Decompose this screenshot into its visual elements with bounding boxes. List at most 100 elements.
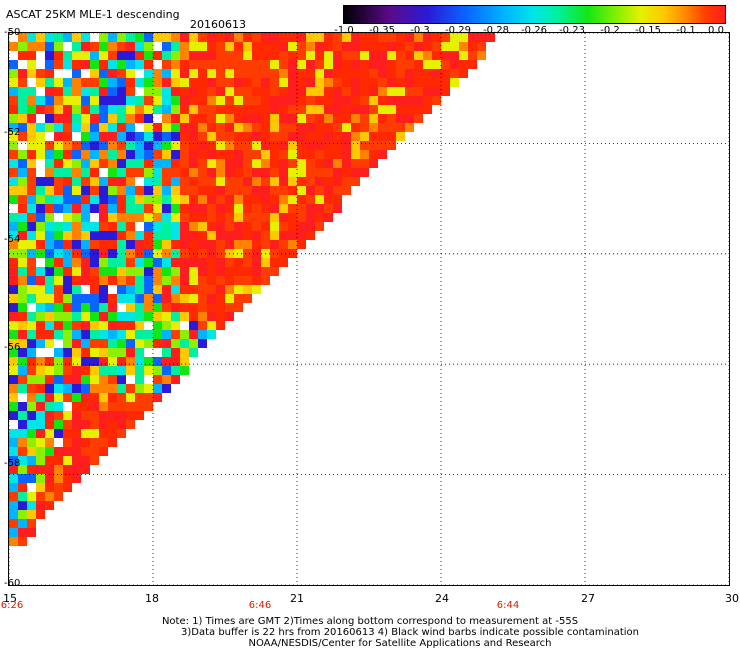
heatmap-cell bbox=[261, 78, 270, 87]
heatmap-cell bbox=[153, 393, 162, 402]
heatmap-cell bbox=[297, 132, 306, 141]
heatmap-cell bbox=[99, 303, 108, 312]
heatmap-cell bbox=[468, 42, 477, 51]
heatmap-cell bbox=[54, 402, 63, 411]
heatmap-cell bbox=[126, 339, 135, 348]
heatmap-cell bbox=[342, 132, 351, 141]
heatmap-cell bbox=[9, 294, 18, 303]
heatmap-cell bbox=[216, 78, 225, 87]
heatmap-cell bbox=[432, 78, 441, 87]
scale-label: -0.26 bbox=[521, 25, 547, 36]
heatmap-cell bbox=[135, 132, 144, 141]
heatmap-cell bbox=[18, 132, 27, 141]
heatmap-cell bbox=[360, 105, 369, 114]
heatmap-cell bbox=[126, 258, 135, 267]
heatmap-cell bbox=[252, 231, 261, 240]
heatmap-cell bbox=[225, 150, 234, 159]
heatmap-cell bbox=[144, 177, 153, 186]
heatmap-cell bbox=[153, 51, 162, 60]
heatmap-cell bbox=[63, 231, 72, 240]
heatmap-cell bbox=[216, 150, 225, 159]
heatmap-cell bbox=[324, 78, 333, 87]
heatmap-cell bbox=[90, 177, 99, 186]
heatmap-cell bbox=[162, 69, 171, 78]
heatmap-cell bbox=[216, 96, 225, 105]
heatmap-cell bbox=[468, 51, 477, 60]
heatmap-cell bbox=[18, 150, 27, 159]
heatmap-cell bbox=[279, 159, 288, 168]
heatmap-cell bbox=[162, 141, 171, 150]
heatmap-cell bbox=[108, 366, 117, 375]
heatmap-cell bbox=[243, 213, 252, 222]
heatmap-cell bbox=[171, 186, 180, 195]
heatmap-cell bbox=[432, 42, 441, 51]
heatmap-cell bbox=[198, 96, 207, 105]
heatmap-cell bbox=[18, 249, 27, 258]
heatmap-cell bbox=[18, 501, 27, 510]
heatmap-cell bbox=[72, 141, 81, 150]
heatmap-cell bbox=[189, 132, 198, 141]
heatmap-cell bbox=[288, 249, 297, 258]
map-date: 20160613 bbox=[190, 18, 246, 31]
heatmap-cell bbox=[117, 33, 126, 42]
heatmap-cell bbox=[252, 51, 261, 60]
heatmap-cell bbox=[180, 213, 189, 222]
heatmap-cell bbox=[81, 357, 90, 366]
heatmap-cell bbox=[378, 132, 387, 141]
heatmap-cell bbox=[126, 375, 135, 384]
heatmap-cell bbox=[27, 393, 36, 402]
heatmap-cell bbox=[405, 60, 414, 69]
heatmap-cell bbox=[189, 105, 198, 114]
heatmap-cell bbox=[72, 267, 81, 276]
heatmap-cell bbox=[198, 132, 207, 141]
heatmap-cell bbox=[135, 87, 144, 96]
heatmap-cell bbox=[36, 141, 45, 150]
heatmap-cell bbox=[315, 60, 324, 69]
heatmap-cell bbox=[297, 240, 306, 249]
heatmap-cell bbox=[63, 87, 72, 96]
heatmap-cell bbox=[126, 141, 135, 150]
heatmap-cell bbox=[171, 258, 180, 267]
heatmap-cell bbox=[18, 69, 27, 78]
heatmap-cell bbox=[387, 51, 396, 60]
heatmap-cell bbox=[198, 33, 207, 42]
heatmap-cell bbox=[180, 159, 189, 168]
heatmap-cell bbox=[117, 240, 126, 249]
heatmap-cell bbox=[351, 78, 360, 87]
heatmap-cell bbox=[261, 132, 270, 141]
heatmap-cell bbox=[144, 123, 153, 132]
heatmap-cell bbox=[189, 285, 198, 294]
heatmap-cell bbox=[45, 339, 54, 348]
heatmap-cell bbox=[153, 33, 162, 42]
heatmap-cell bbox=[81, 222, 90, 231]
heatmap-cell bbox=[234, 240, 243, 249]
heatmap-cell bbox=[207, 150, 216, 159]
heatmap-cell bbox=[162, 204, 171, 213]
heatmap-cell bbox=[180, 141, 189, 150]
heatmap-cell bbox=[45, 357, 54, 366]
heatmap-cell bbox=[288, 222, 297, 231]
heatmap-cell bbox=[9, 132, 18, 141]
heatmap-cell bbox=[333, 114, 342, 123]
heatmap-cell bbox=[45, 276, 54, 285]
heatmap-cell bbox=[45, 51, 54, 60]
heatmap-cell bbox=[108, 69, 117, 78]
heatmap-cell bbox=[144, 33, 153, 42]
heatmap-cell bbox=[63, 69, 72, 78]
heatmap-cell bbox=[351, 69, 360, 78]
heatmap-cell bbox=[126, 276, 135, 285]
heatmap-cell bbox=[135, 285, 144, 294]
heatmap-cell bbox=[27, 402, 36, 411]
heatmap-cell bbox=[99, 231, 108, 240]
heatmap-cell bbox=[198, 249, 207, 258]
heatmap-cell bbox=[135, 402, 144, 411]
heatmap-cell bbox=[90, 231, 99, 240]
heatmap-cell bbox=[18, 240, 27, 249]
heatmap-cell bbox=[144, 330, 153, 339]
heatmap-cell bbox=[270, 87, 279, 96]
heatmap-cell bbox=[243, 69, 252, 78]
heatmap-cell bbox=[324, 150, 333, 159]
heatmap-cell bbox=[324, 141, 333, 150]
heatmap-cell bbox=[9, 285, 18, 294]
heatmap-cell bbox=[351, 105, 360, 114]
